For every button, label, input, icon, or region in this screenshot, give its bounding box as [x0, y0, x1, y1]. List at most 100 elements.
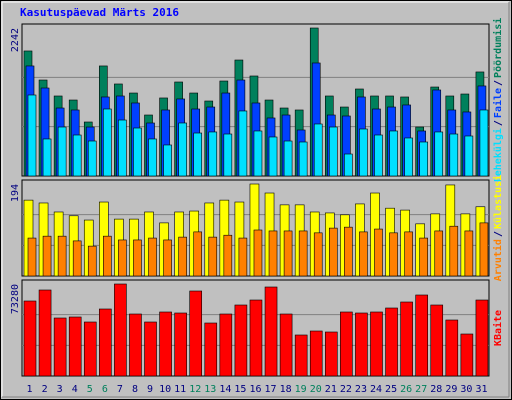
- bar: [148, 138, 157, 177]
- bar: [400, 301, 413, 377]
- bar: [298, 141, 308, 177]
- x-tick-label: 28: [430, 384, 442, 395]
- bar: [445, 319, 459, 377]
- bar: [223, 234, 233, 277]
- bar: [72, 240, 82, 277]
- bar: [193, 132, 203, 177]
- bar: [340, 311, 353, 377]
- chart-title: Kasutuspäevad Märts 2016: [20, 6, 179, 19]
- x-tick-label: 20: [310, 384, 322, 395]
- y-tick-label: 2242: [10, 28, 21, 52]
- x-tick-label: 25: [385, 384, 397, 395]
- bar: [57, 235, 67, 277]
- bar: [283, 230, 293, 277]
- bar: [309, 330, 323, 377]
- bar: [253, 130, 263, 177]
- bar: [99, 308, 112, 377]
- bar: [419, 141, 428, 177]
- x-tick-label: 9: [147, 384, 153, 395]
- bar: [268, 230, 278, 277]
- x-tick-label: 14: [219, 384, 231, 395]
- bar: [238, 237, 248, 277]
- bar: [298, 230, 308, 277]
- x-tick-label: 26: [400, 384, 412, 395]
- legend-separator: /: [493, 120, 504, 126]
- bar: [72, 134, 82, 177]
- bar: [374, 134, 383, 177]
- x-tick-label: 8: [132, 384, 138, 395]
- bar: [174, 312, 187, 377]
- x-tick-label: 17: [265, 384, 277, 395]
- x-tick-label: 31: [475, 384, 487, 395]
- legend-entry: Külastusi: [492, 175, 504, 229]
- bar: [193, 231, 203, 277]
- bar: [83, 321, 97, 377]
- bar: [178, 122, 187, 177]
- x-tick-label: 29: [445, 384, 457, 395]
- x-tick-label: 4: [72, 384, 78, 395]
- bar: [23, 300, 37, 377]
- x-tick-label: 15: [234, 384, 246, 395]
- bar: [464, 135, 474, 177]
- bar: [129, 313, 142, 377]
- bar: [57, 126, 67, 177]
- bar: [27, 94, 37, 177]
- legend: KBaite: [492, 310, 504, 346]
- bar: [404, 231, 413, 277]
- bar: [479, 109, 489, 177]
- bar: [328, 227, 338, 277]
- x-tick-label: 13: [204, 384, 216, 395]
- x-tick-label: 18: [280, 384, 292, 395]
- bar: [434, 230, 444, 277]
- bar: [42, 138, 52, 177]
- legend: Lehekülgi / Faile / Pöördumisi: [492, 18, 504, 183]
- x-tick-label: 16: [249, 384, 261, 395]
- bar: [42, 235, 52, 277]
- y-tick-label: 194: [10, 184, 21, 202]
- bar: [370, 311, 383, 377]
- bar: [294, 334, 308, 377]
- bar: [268, 136, 278, 177]
- bar: [53, 317, 67, 377]
- bar: [208, 236, 218, 277]
- legend: Arvutid / Külastusi: [492, 175, 504, 281]
- bar: [148, 237, 157, 277]
- bar: [449, 133, 459, 177]
- bar: [313, 232, 323, 277]
- bar: [118, 239, 127, 277]
- bar: [163, 239, 172, 277]
- bar: [219, 313, 233, 377]
- bar: [253, 229, 263, 277]
- bar: [189, 290, 203, 377]
- bar: [133, 127, 142, 177]
- bar: [449, 225, 459, 277]
- bar: [460, 333, 474, 377]
- bar: [204, 322, 218, 377]
- bar: [344, 226, 353, 277]
- x-tick-label: 3: [57, 384, 63, 395]
- bar: [163, 144, 172, 177]
- bar: [87, 140, 97, 177]
- x-tick-label: 7: [117, 384, 123, 395]
- bar: [223, 133, 233, 177]
- bar: [374, 228, 383, 277]
- bar: [324, 331, 338, 377]
- bar: [359, 128, 368, 177]
- bar: [114, 283, 127, 377]
- bar: [479, 222, 489, 277]
- x-tick-label: 30: [460, 384, 472, 395]
- legend-entry: Faile: [492, 88, 504, 118]
- bar: [103, 235, 112, 277]
- x-tick-label: 27: [415, 384, 427, 395]
- bar: [133, 239, 142, 277]
- bar: [238, 110, 248, 177]
- legend-entry: Pöördumisi: [492, 18, 504, 78]
- bar: [249, 299, 263, 377]
- bar: [159, 311, 172, 377]
- legend-entry: KBaite: [492, 310, 504, 346]
- x-tick-label: 19: [295, 384, 307, 395]
- bar: [103, 108, 112, 177]
- bar: [178, 236, 187, 277]
- x-tick-label: 24: [370, 384, 382, 395]
